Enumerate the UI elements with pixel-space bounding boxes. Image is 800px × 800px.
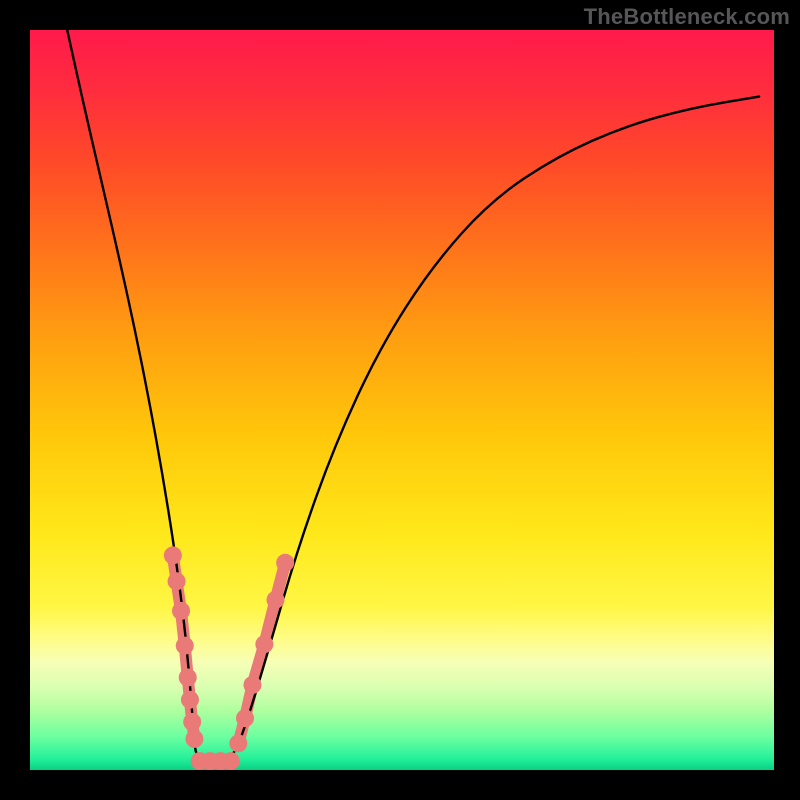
chart-container: TheBottleneck.com: [0, 0, 800, 800]
watermark-text: TheBottleneck.com: [584, 4, 790, 30]
plot-area: [30, 30, 774, 770]
gradient-background: [30, 30, 774, 770]
bottleneck-svg: [30, 30, 774, 770]
